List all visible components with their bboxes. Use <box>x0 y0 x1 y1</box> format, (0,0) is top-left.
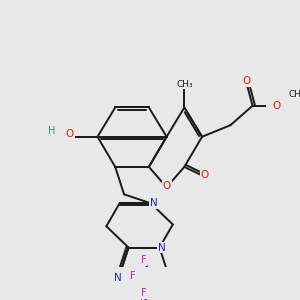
Text: CH₃: CH₃ <box>288 90 300 99</box>
Text: F: F <box>130 271 136 281</box>
Text: N: N <box>158 242 166 253</box>
Text: O: O <box>201 170 209 180</box>
Text: H: H <box>48 126 55 136</box>
Text: O: O <box>65 129 74 139</box>
Text: O: O <box>242 76 250 86</box>
Text: N: N <box>140 293 148 300</box>
Text: N: N <box>114 273 122 283</box>
Text: O: O <box>163 181 171 191</box>
Text: F: F <box>141 288 147 298</box>
Text: F: F <box>141 255 147 265</box>
Text: CH₃: CH₃ <box>176 80 193 88</box>
Text: O: O <box>272 101 280 111</box>
Text: N: N <box>150 198 158 208</box>
